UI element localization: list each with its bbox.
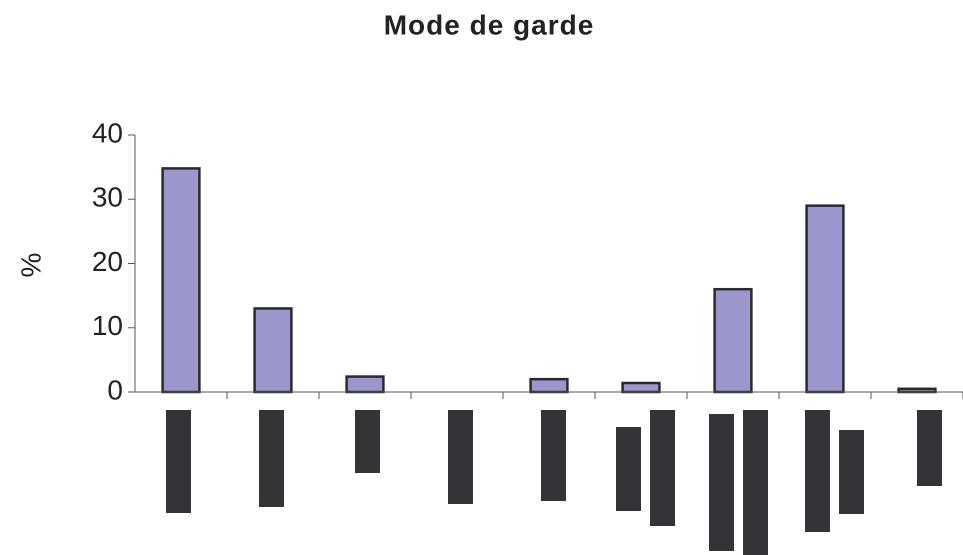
redaction	[259, 410, 284, 507]
bar	[713, 287, 753, 394]
redaction	[805, 410, 830, 532]
bar	[621, 381, 661, 394]
chart-title: Mode de garde	[384, 9, 595, 40]
redaction	[709, 414, 734, 551]
redaction	[448, 410, 473, 504]
redaction	[616, 427, 641, 511]
redaction	[917, 410, 942, 486]
redaction	[839, 430, 864, 514]
bar	[805, 204, 845, 394]
redaction	[355, 410, 380, 473]
bar	[253, 307, 293, 394]
bar	[345, 375, 385, 394]
redacted-labels	[166, 410, 942, 555]
y-axis-label: %	[15, 253, 46, 278]
redaction	[166, 410, 191, 513]
y-tick-label: 10	[92, 310, 123, 341]
redaction	[743, 410, 768, 555]
bar	[161, 167, 201, 394]
y-tick-label: 40	[92, 117, 123, 148]
y-tick-label: 20	[92, 246, 123, 277]
bar	[529, 377, 569, 394]
redaction	[650, 410, 675, 526]
redaction	[541, 410, 566, 501]
y-tick-label: 0	[107, 374, 123, 405]
y-tick-label: 30	[92, 182, 123, 213]
